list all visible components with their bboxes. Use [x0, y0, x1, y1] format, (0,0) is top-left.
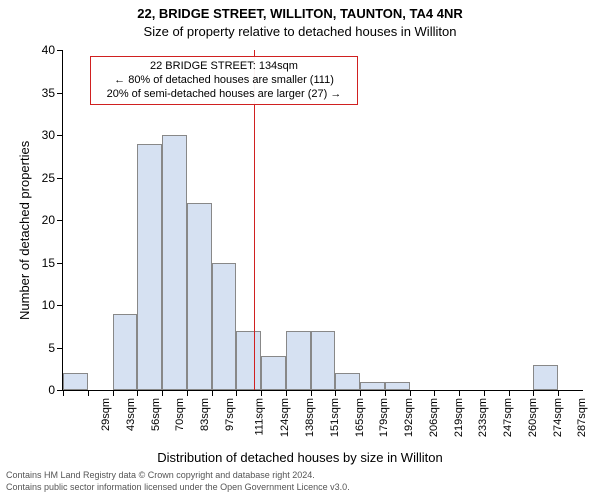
x-tick-label: 192sqm — [403, 398, 415, 437]
histogram-bar — [385, 382, 410, 391]
histogram-bar — [137, 144, 162, 391]
histogram-bar — [261, 356, 286, 390]
histogram-bar — [187, 203, 212, 390]
x-tick-line — [162, 390, 163, 396]
histogram-bar — [335, 373, 360, 390]
x-tick-line — [509, 390, 510, 396]
x-tick-line — [261, 390, 262, 396]
y-tick-line — [57, 305, 63, 306]
x-tick-line — [187, 390, 188, 396]
y-tick-label: 40 — [29, 43, 55, 57]
x-tick-label: 83sqm — [199, 398, 211, 431]
y-tick-line — [57, 93, 63, 94]
histogram-bar — [360, 382, 385, 391]
y-tick-label: 15 — [29, 256, 55, 270]
x-tick-line — [113, 390, 114, 396]
y-tick-label: 20 — [29, 213, 55, 227]
x-tick-line — [137, 390, 138, 396]
histogram-bar — [311, 331, 336, 391]
y-tick-line — [57, 263, 63, 264]
x-tick-label: 179sqm — [379, 398, 391, 437]
chart-title-sub: Size of property relative to detached ho… — [0, 24, 600, 39]
x-tick-line — [63, 390, 64, 396]
x-tick-label: 206sqm — [428, 398, 440, 437]
x-tick-line — [558, 390, 559, 396]
y-tick-label: 5 — [29, 341, 55, 355]
x-tick-label: 56sqm — [150, 398, 162, 431]
chart-root: 22, BRIDGE STREET, WILLITON, TAUNTON, TA… — [0, 0, 600, 500]
x-tick-line — [286, 390, 287, 396]
footer-line-2: Contains public sector information licen… — [6, 482, 600, 494]
x-tick-line — [533, 390, 534, 396]
x-tick-label: 124sqm — [279, 398, 291, 437]
x-tick-label: 97sqm — [224, 398, 236, 431]
x-tick-label: 43sqm — [125, 398, 137, 431]
x-tick-label: 247sqm — [502, 398, 514, 437]
x-tick-label: 151sqm — [329, 398, 341, 437]
y-tick-line — [57, 220, 63, 221]
x-tick-label: 274sqm — [552, 398, 564, 437]
x-tick-line — [236, 390, 237, 396]
y-tick-line — [57, 348, 63, 349]
x-tick-line — [335, 390, 336, 396]
annotation-line-3: 20% of semi-detached houses are larger (… — [94, 88, 354, 102]
x-tick-label: 219sqm — [453, 398, 465, 437]
footer-line-1: Contains HM Land Registry data © Crown c… — [6, 470, 600, 482]
y-tick-line — [57, 178, 63, 179]
y-tick-label: 35 — [29, 86, 55, 100]
x-tick-label: 233sqm — [478, 398, 490, 437]
y-axis-label: Number of detached properties — [17, 141, 32, 320]
x-tick-line — [459, 390, 460, 396]
annotation-line-1: 22 BRIDGE STREET: 134sqm — [94, 60, 354, 74]
histogram-bar — [236, 331, 261, 391]
histogram-bar — [63, 373, 88, 390]
x-tick-line — [385, 390, 386, 396]
x-axis-label: Distribution of detached houses by size … — [0, 450, 600, 465]
x-tick-label: 29sqm — [100, 398, 112, 431]
x-tick-label: 111sqm — [253, 398, 265, 436]
x-tick-line — [360, 390, 361, 396]
y-tick-line — [57, 135, 63, 136]
x-tick-line — [484, 390, 485, 396]
y-tick-label: 30 — [29, 128, 55, 142]
x-tick-line — [410, 390, 411, 396]
x-tick-label: 138sqm — [304, 398, 316, 437]
histogram-bar — [286, 331, 311, 391]
y-tick-label: 10 — [29, 298, 55, 312]
histogram-bar — [212, 263, 237, 391]
annotation-box: 22 BRIDGE STREET: 134sqm ← 80% of detach… — [90, 56, 358, 105]
x-tick-line — [88, 390, 89, 396]
chart-title-main: 22, BRIDGE STREET, WILLITON, TAUNTON, TA… — [0, 6, 600, 21]
histogram-bar — [162, 135, 187, 390]
y-tick-label: 25 — [29, 171, 55, 185]
y-tick-line — [57, 50, 63, 51]
x-tick-label: 165sqm — [354, 398, 366, 437]
x-tick-label: 287sqm — [577, 398, 589, 437]
footer: Contains HM Land Registry data © Crown c… — [6, 470, 600, 493]
x-tick-label: 70sqm — [174, 398, 186, 431]
y-tick-label: 0 — [29, 383, 55, 397]
x-tick-label: 260sqm — [527, 398, 539, 437]
x-tick-line — [212, 390, 213, 396]
x-tick-line — [434, 390, 435, 396]
annotation-line-2: ← 80% of detached houses are smaller (11… — [94, 74, 354, 88]
x-tick-line — [311, 390, 312, 396]
histogram-bar — [113, 314, 138, 391]
histogram-bar — [533, 365, 558, 391]
